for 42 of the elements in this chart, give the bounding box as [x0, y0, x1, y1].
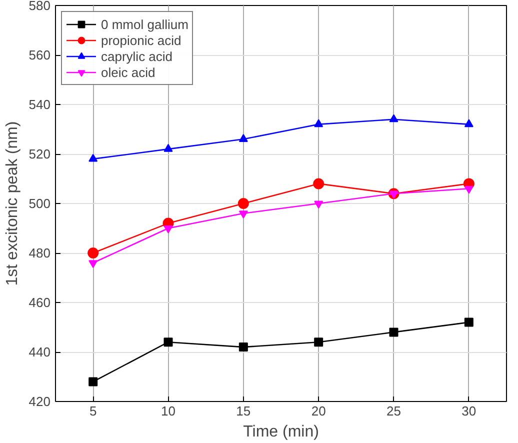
point — [164, 225, 173, 234]
point — [238, 342, 248, 352]
point — [389, 328, 398, 337]
point — [88, 248, 99, 258]
x-tick-label: 25 — [386, 404, 401, 418]
point — [314, 119, 324, 128]
point — [238, 198, 249, 209]
x-tick-label: 5 — [89, 404, 97, 418]
legend-label: caprylic acid — [101, 48, 173, 64]
y-tick-label: 500 — [28, 196, 51, 211]
point — [464, 186, 474, 194]
y-tick-label: 560 — [28, 48, 51, 62]
point — [389, 114, 398, 122]
point — [314, 200, 324, 209]
x-axis-title: Time (min) — [243, 424, 319, 440]
point — [88, 154, 98, 162]
point — [238, 134, 248, 142]
y-tick-label: 420 — [28, 394, 51, 409]
legend-label: 0 mmol gallium — [101, 16, 188, 32]
point — [313, 178, 324, 190]
x-tick-label: 10 — [161, 404, 176, 418]
x-tick-label: 30 — [462, 404, 476, 418]
point — [164, 144, 173, 152]
x-tick-label: 20 — [311, 404, 326, 418]
y-tick-label: 440 — [28, 344, 51, 360]
y-tick-label: 460 — [28, 295, 51, 310]
point — [314, 338, 324, 347]
y-tick-label: 580 — [28, 0, 51, 13]
point — [464, 318, 474, 327]
point — [88, 377, 98, 386]
point — [88, 260, 98, 268]
y-tick-label: 480 — [28, 246, 51, 260]
legend-label: propionic acid — [101, 32, 182, 48]
y-tick-label: 520 — [28, 146, 51, 162]
point — [238, 210, 248, 219]
point — [389, 190, 398, 199]
point — [164, 338, 173, 347]
y-axis-title: 1st excitonic peak (nm) — [4, 121, 21, 286]
x-tick-label: 15 — [236, 404, 251, 418]
legend-label: oleic acid — [101, 64, 156, 80]
point — [464, 119, 474, 128]
y-tick-label: 540 — [28, 97, 51, 112]
